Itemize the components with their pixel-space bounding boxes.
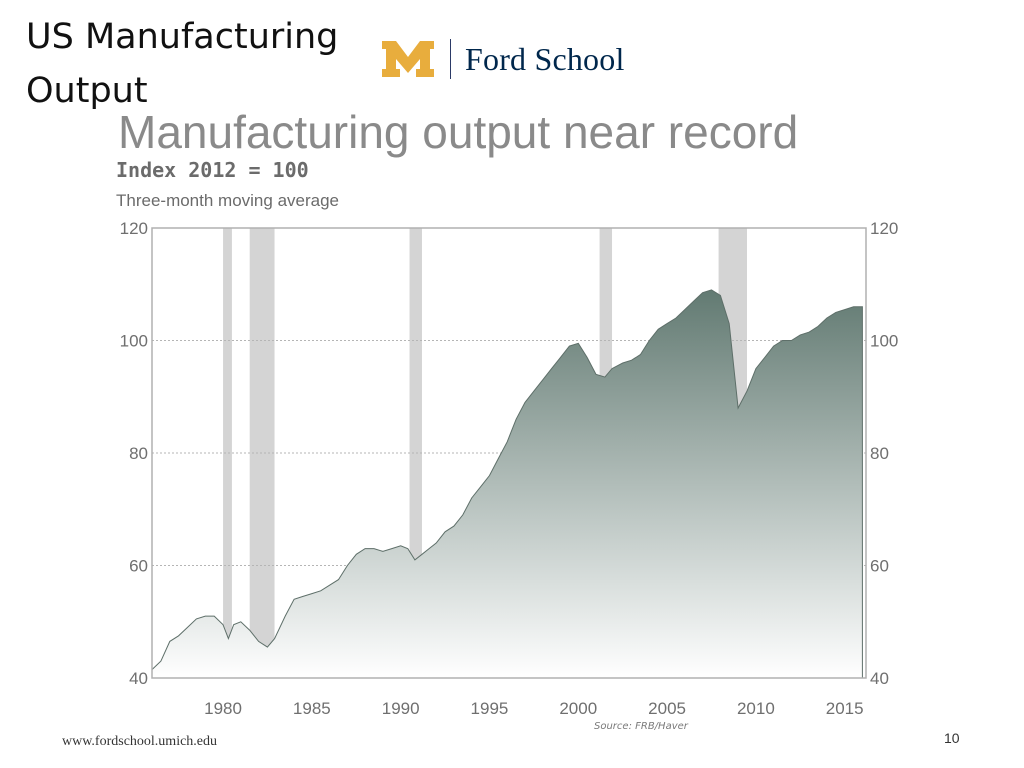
slide-title-line-1: US Manufacturing xyxy=(26,17,339,57)
x-tick-label: 1995 xyxy=(471,699,509,718)
page-number: 10 xyxy=(944,730,960,746)
chart-subtitle: Three-month moving average xyxy=(116,191,339,210)
y-tick-label-right: 100 xyxy=(870,332,898,351)
recession-band xyxy=(223,228,232,678)
chart-svg: Manufacturing output near record Index 2… xyxy=(116,106,899,732)
plot-frame xyxy=(151,227,867,679)
series-area xyxy=(151,289,863,679)
y-tick-label-left: 40 xyxy=(129,669,148,688)
y-tick-label-left: 80 xyxy=(129,444,148,463)
chart-subtitle-index: Index 2012 = 100 xyxy=(116,158,309,182)
chart-title: Manufacturing output near record xyxy=(118,106,798,158)
x-tick-label: 2015 xyxy=(826,699,864,718)
y-tick-label-right: 120 xyxy=(870,219,898,238)
x-tick-label: 2005 xyxy=(648,699,686,718)
chart: Manufacturing output near record Index 2… xyxy=(108,100,930,740)
y-tick-label-left: 100 xyxy=(120,332,148,351)
ford-school-logo: Ford School xyxy=(380,34,625,84)
y-tick-label-right: 80 xyxy=(870,444,889,463)
y-tick-label-right: 40 xyxy=(870,669,889,688)
chart-source: Source: FRB/Haver xyxy=(594,721,689,732)
slide-title-line-2: Output xyxy=(26,71,148,111)
block-m-icon xyxy=(382,41,434,77)
x-tick-label: 2010 xyxy=(737,699,775,718)
x-tick-label: 1980 xyxy=(204,699,242,718)
x-tick-label: 1990 xyxy=(382,699,420,718)
logo-divider xyxy=(450,39,451,79)
y-tick-label-left: 120 xyxy=(120,219,148,238)
x-tick-label: 2000 xyxy=(559,699,597,718)
slide-title: US Manufacturing Output xyxy=(26,10,338,118)
series-area-path xyxy=(151,289,863,679)
y-tick-label-left: 60 xyxy=(129,557,148,576)
logo-text: Ford School xyxy=(465,40,625,77)
footer-url: www.fordschool.umich.edu xyxy=(62,734,218,749)
axis-ticks: 40 40 60 60 80 80 100 100 120 120 1980 1985 1990 1995… xyxy=(120,219,899,718)
y-tick-label-right: 60 xyxy=(870,557,889,576)
x-tick-label: 1985 xyxy=(293,699,331,718)
